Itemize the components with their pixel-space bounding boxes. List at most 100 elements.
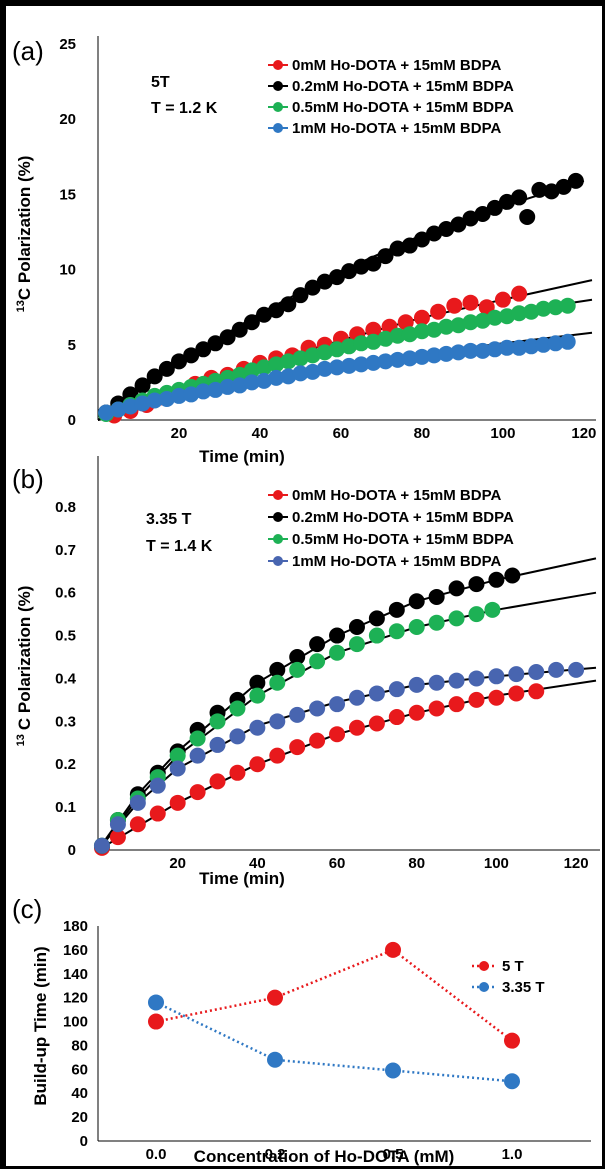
data-point-series-3 — [511, 339, 528, 356]
data-point-series-3 — [304, 363, 321, 380]
data-point-series-2 — [462, 314, 479, 331]
data-point-series-3 — [183, 386, 200, 403]
data-point-series-0 — [468, 691, 485, 708]
data-point-series-2 — [309, 653, 326, 670]
data-point-series-3 — [426, 347, 443, 364]
data-point-series-1 — [267, 1051, 283, 1068]
data-point-series-2 — [348, 636, 365, 653]
x-tick-label: 100 — [490, 425, 515, 442]
x-tick-label: 60 — [333, 425, 350, 442]
data-point-series-3 — [109, 816, 126, 833]
data-point-series-2 — [328, 341, 345, 358]
y-tick-label: 5 — [68, 337, 76, 354]
data-point-series-1 — [385, 1062, 401, 1079]
panel-a-plot: 0 5 10 15 20 25 20 40 60 80 100 120 — [59, 36, 596, 442]
data-point-series-3 — [129, 794, 146, 811]
panel-b-label: (b) — [12, 464, 44, 494]
data-point-series-2 — [428, 614, 445, 631]
data-point-series-3 — [122, 398, 139, 415]
data-point-series-0 — [397, 314, 414, 331]
panel-b-ylabel-text: C Polarization (%) — [15, 586, 34, 731]
data-point-series-1 — [328, 269, 345, 286]
data-point-series-1 — [304, 279, 321, 296]
data-point-series-2 — [169, 747, 186, 764]
data-point-series-3 — [353, 356, 370, 373]
y-tick-label: 80 — [71, 1037, 88, 1054]
series-line-1 — [155, 1001, 513, 1083]
data-point-series-1 — [567, 172, 584, 189]
data-point-series-3 — [508, 666, 525, 683]
legend-label-series-2: 0.5mM Ho-DOTA + 15mM BDPA — [292, 99, 514, 116]
data-point-series-1 — [474, 205, 491, 222]
panel-a-xlabel: Time (min) — [199, 447, 285, 466]
data-point-series-1 — [388, 601, 405, 618]
data-point-series-3 — [146, 392, 163, 409]
data-point-series-1 — [389, 240, 406, 257]
data-point-series-2 — [438, 318, 455, 335]
data-point-series-0 — [148, 1013, 164, 1030]
y-tick-label: 0.8 — [55, 499, 76, 516]
data-point-series-0 — [413, 309, 430, 326]
data-point-series-3 — [219, 378, 236, 395]
y-tick-label: 0.3 — [55, 713, 76, 730]
data-point-series-3 — [292, 365, 309, 382]
data-point-series-1 — [269, 661, 286, 678]
data-point-series-3 — [528, 664, 545, 681]
data-point-series-3 — [268, 369, 285, 386]
data-point-series-3 — [93, 837, 110, 854]
data-point-series-1 — [341, 263, 358, 280]
data-point-series-3 — [149, 777, 166, 794]
data-point-series-3 — [256, 372, 273, 389]
data-point-series-3 — [341, 357, 358, 374]
y-tick-label: 15 — [59, 186, 76, 203]
data-point-series-1 — [268, 302, 285, 319]
data-point-series-0 — [189, 784, 206, 801]
y-tick-label: 160 — [63, 942, 88, 959]
y-tick-label: 180 — [63, 918, 88, 935]
data-point-series-0 — [528, 683, 545, 700]
data-point-series-2 — [389, 327, 406, 344]
data-point-series-2 — [368, 627, 385, 644]
data-point-series-0 — [508, 685, 525, 702]
data-point-series-2 — [292, 350, 309, 367]
data-point-series-3 — [559, 333, 576, 350]
data-point-series-3 — [309, 700, 326, 717]
data-point-series-3 — [408, 676, 425, 693]
x-tick-label: 0.5 — [383, 1146, 404, 1163]
data-point-series-3 — [568, 661, 585, 678]
legend-marker-series-0 — [273, 60, 283, 70]
data-point-series-1 — [519, 208, 536, 225]
legend-label-series-0: 5 T — [502, 958, 524, 975]
data-point-series-1 — [468, 576, 485, 593]
panel-a-ylabel-sup: 13 — [15, 300, 27, 312]
data-point-series-2 — [249, 687, 266, 704]
y-tick-label: 40 — [71, 1085, 88, 1102]
data-point-series-0 — [149, 805, 166, 822]
y-tick-label: 20 — [59, 111, 76, 128]
data-point-series-2 — [498, 308, 515, 325]
legend-marker-series-0 — [273, 490, 283, 500]
data-point-series-2 — [243, 362, 260, 379]
data-point-series-3 — [450, 344, 467, 361]
data-point-series-0 — [269, 747, 286, 764]
data-point-series-0 — [229, 764, 246, 781]
data-point-series-3 — [428, 674, 445, 691]
data-point-series-0 — [169, 794, 186, 811]
y-tick-label: 60 — [71, 1061, 88, 1078]
data-point-series-2 — [341, 338, 358, 355]
data-point-series-0 — [430, 303, 447, 320]
data-point-series-1 — [365, 255, 382, 272]
data-point-series-3 — [401, 350, 418, 367]
legend-marker-series-2 — [273, 534, 283, 544]
data-point-series-3 — [523, 338, 540, 355]
data-point-series-2 — [229, 700, 246, 717]
data-point-series-1 — [329, 627, 346, 644]
data-point-series-1 — [486, 199, 503, 216]
data-point-series-0 — [267, 989, 283, 1006]
x-tick-label: 120 — [564, 855, 589, 872]
panel-c: (c) Concentration of Ho-DOTA (mM) Build-… — [12, 894, 591, 1166]
data-point-series-1 — [426, 225, 443, 242]
data-point-series-0 — [348, 719, 365, 736]
data-point-series-1 — [462, 210, 479, 227]
data-point-series-1 — [368, 610, 385, 627]
